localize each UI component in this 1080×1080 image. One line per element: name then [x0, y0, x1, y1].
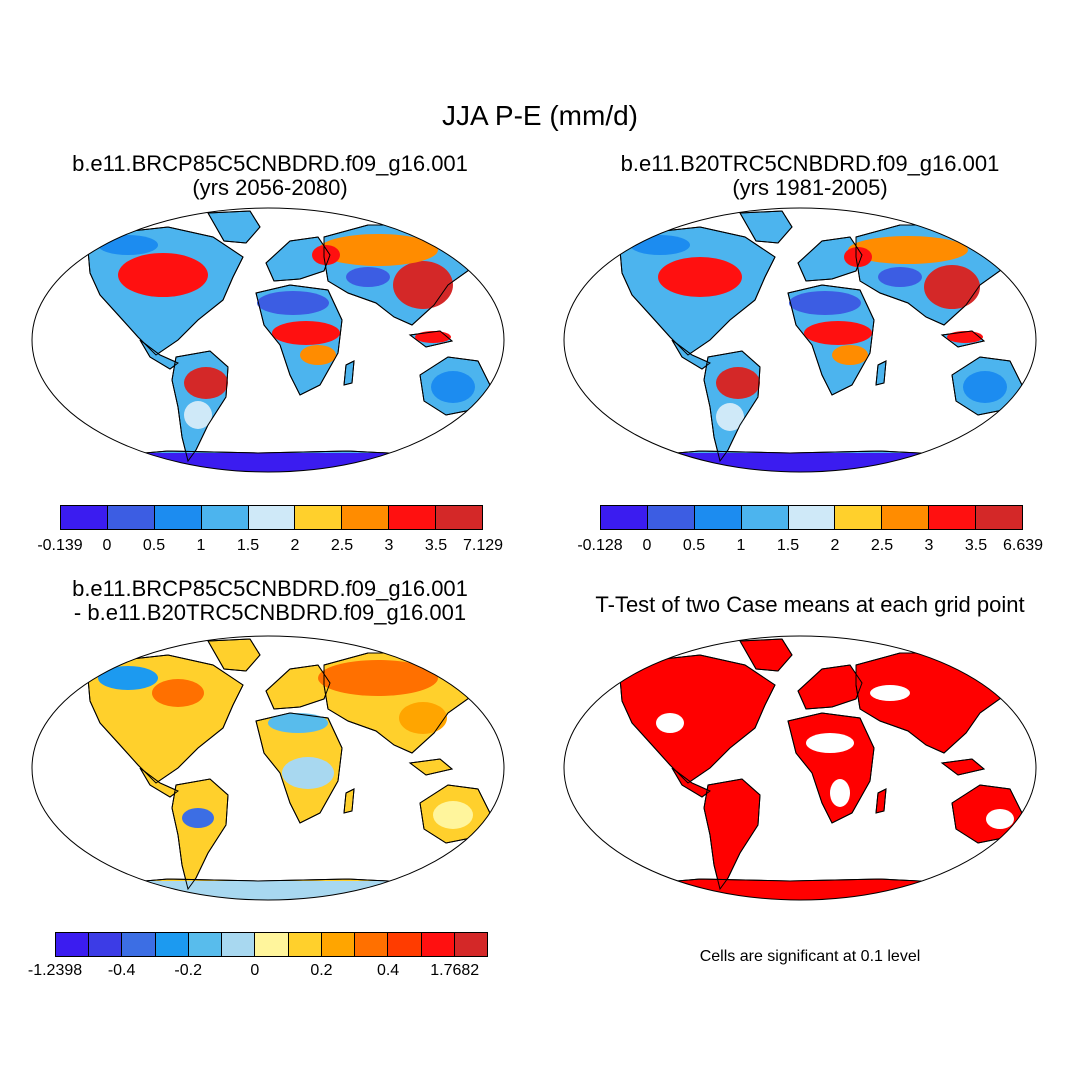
cb3-cell-10	[388, 933, 422, 956]
colorbar-panel1-labels: -0.139 0 0.5 1 1.5 2 2.5 3 3.5 7.129	[37, 537, 503, 557]
cb1-label-9: 7.129	[462, 537, 504, 554]
cb2-cell-8	[976, 506, 1023, 529]
cb1-cell-5	[295, 506, 343, 529]
cb1-label-6: 2.5	[330, 537, 354, 554]
panel1-map	[31, 207, 505, 473]
panel3-title: b.e11.BRCP85C5CNBDRD.f09_g16.001 - b.e11…	[0, 577, 540, 625]
cb3-label-0: -1.2398	[27, 962, 83, 979]
panel2-title-line2: (yrs 1981-2005)	[732, 175, 888, 200]
cb1-label-5: 2	[290, 537, 300, 554]
cb2-cell-6	[882, 506, 930, 529]
panel4-map	[563, 635, 1037, 901]
cb3-cell-0	[56, 933, 90, 956]
cb1-label-4: 1.5	[236, 537, 260, 554]
cb1-label-1: 0	[102, 537, 112, 554]
cb3-cell-4	[188, 933, 223, 956]
cb1-cell-0	[61, 506, 108, 529]
cb2-label-0: -0.128	[577, 537, 623, 554]
cb3-label-4: 0.2	[310, 962, 333, 979]
cb2-label-9: 6.639	[1002, 537, 1044, 554]
cb2-label-7: 3	[924, 537, 934, 554]
colorbar-panel3	[55, 932, 488, 957]
figure-title: JJA P-E (mm/d)	[441, 100, 638, 131]
cb3-cell-5	[222, 933, 256, 956]
cb1-label-8: 3.5	[424, 537, 448, 554]
cb3-cell-12	[454, 933, 488, 956]
cb1-cell-4	[248, 506, 296, 529]
cb2-cell-0	[601, 506, 648, 529]
cb2-label-5: 2	[830, 537, 840, 554]
cb2-label-2: 0.5	[682, 537, 706, 554]
panel3-map	[31, 635, 505, 901]
panel4-title: T-Test of two Case means at each grid po…	[540, 593, 1080, 617]
cb1-cell-1	[107, 506, 155, 529]
panel1-title: b.e11.BRCP85C5CNBDRD.f09_g16.001 (yrs 20…	[0, 152, 540, 200]
cb3-cell-11	[421, 933, 455, 956]
panel4-title-line1: T-Test of two Case means at each grid po…	[595, 592, 1025, 617]
cb2-label-3: 1	[736, 537, 746, 554]
cb1-cell-3	[201, 506, 249, 529]
significance-note: Cells are significant at 0.1 level	[699, 948, 921, 965]
cb3-label-1: -0.4	[107, 962, 136, 979]
cb1-label-3: 1	[196, 537, 206, 554]
cb3-cell-2	[122, 933, 156, 956]
cb3-cell-6	[255, 933, 289, 956]
cb2-label-6: 2.5	[870, 537, 894, 554]
cb2-cell-4	[788, 506, 836, 529]
cb2-cell-7	[929, 506, 977, 529]
cb2-label-4: 1.5	[776, 537, 800, 554]
cb1-label-7: 3	[384, 537, 394, 554]
cb2-cell-2	[694, 506, 742, 529]
cb2-label-1: 0	[642, 537, 652, 554]
panel3-title-line2: - b.e11.B20TRC5CNBDRD.f09_g16.001	[73, 600, 467, 625]
cb3-label-5: 0.4	[376, 962, 400, 979]
cb1-cell-8	[436, 506, 483, 529]
cb3-cell-9	[355, 933, 389, 956]
cb3-label-2: -0.2	[174, 962, 203, 979]
colorbar-panel3-labels: -1.2398 -0.4 -0.2 0 0.2 0.4 1.7682	[28, 962, 488, 982]
cb3-cell-3	[155, 933, 189, 956]
cb3-cell-8	[321, 933, 356, 956]
panel1-title-line2: (yrs 2056-2080)	[192, 175, 348, 200]
panel2-title: b.e11.B20TRC5CNBDRD.f09_g16.001 (yrs 198…	[540, 152, 1080, 200]
panel1-title-line1: b.e11.BRCP85C5CNBDRD.f09_g16.001	[72, 151, 468, 176]
cb1-label-0: -0.139	[37, 537, 83, 554]
cb2-cell-3	[741, 506, 789, 529]
colorbar-panel2-labels: -0.128 0 0.5 1 1.5 2 2.5 3 3.5 6.639	[577, 537, 1043, 557]
colorbar-panel2	[600, 505, 1023, 530]
panel2-title-line1: b.e11.B20TRC5CNBDRD.f09_g16.001	[620, 151, 1000, 176]
panel2-map	[563, 207, 1037, 473]
cb1-cell-7	[389, 506, 437, 529]
cb2-cell-5	[835, 506, 883, 529]
cb2-label-8: 3.5	[964, 537, 988, 554]
cb1-label-2: 0.5	[142, 537, 166, 554]
cb1-cell-6	[342, 506, 390, 529]
cb1-cell-2	[154, 506, 202, 529]
colorbar-panel1	[60, 505, 483, 530]
cb2-cell-1	[647, 506, 695, 529]
cb3-cell-1	[89, 933, 123, 956]
cb3-label-6: 1.7682	[430, 962, 480, 979]
panel3-title-line1: b.e11.BRCP85C5CNBDRD.f09_g16.001	[72, 576, 468, 601]
cb3-label-3: 0	[250, 962, 260, 979]
cb3-cell-7	[288, 933, 322, 956]
